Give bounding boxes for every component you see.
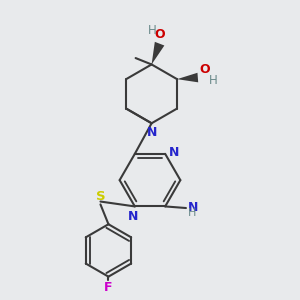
Polygon shape: [177, 73, 198, 82]
Text: N: N: [169, 146, 180, 159]
Text: F: F: [104, 281, 113, 294]
Text: N: N: [188, 201, 198, 214]
Text: O: O: [154, 28, 165, 41]
Text: N: N: [128, 210, 138, 223]
Text: H: H: [208, 74, 217, 87]
Polygon shape: [152, 42, 164, 64]
Text: O: O: [200, 63, 210, 76]
Text: S: S: [96, 190, 105, 203]
Text: H: H: [188, 208, 196, 218]
Text: N: N: [147, 126, 158, 139]
Text: H: H: [148, 24, 157, 37]
